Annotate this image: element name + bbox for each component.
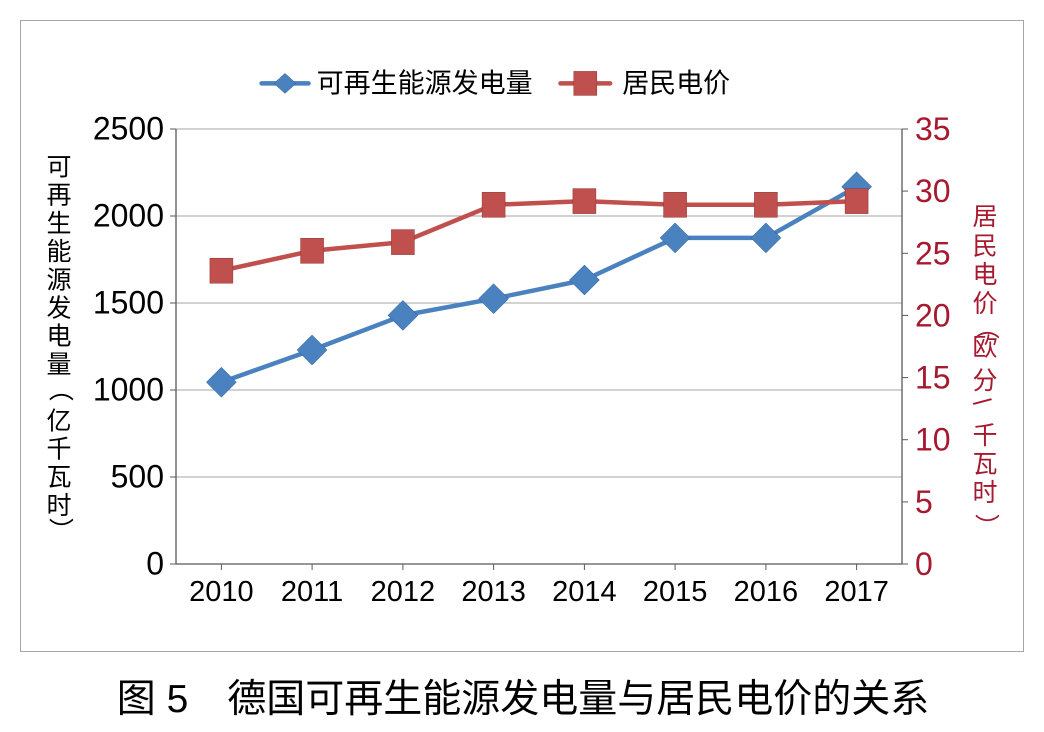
svg-text:25: 25 <box>915 235 951 271</box>
svg-text:电: 电 <box>46 323 71 351</box>
svg-text:2016: 2016 <box>734 576 799 608</box>
svg-text:图 5 德国可再生能源发电量与居民电价的关系: 图 5 德国可再生能源发电量与居民电价的关系 <box>117 678 930 721</box>
svg-text:电: 电 <box>972 261 997 289</box>
svg-text:生: 生 <box>46 210 71 238</box>
svg-text:2012: 2012 <box>371 576 436 608</box>
svg-text:量: 量 <box>46 351 71 379</box>
svg-text:居民电价: 居民电价 <box>622 69 730 99</box>
svg-text:2000: 2000 <box>93 198 164 234</box>
svg-text:2015: 2015 <box>643 576 708 608</box>
svg-text:（: （ <box>46 376 74 401</box>
svg-text:0: 0 <box>146 546 164 582</box>
svg-text:2010: 2010 <box>189 576 254 608</box>
svg-text:欧: 欧 <box>972 333 997 361</box>
svg-text:亿: 亿 <box>46 407 71 435</box>
svg-text:2014: 2014 <box>552 576 617 608</box>
svg-text:分: 分 <box>972 367 997 395</box>
svg-text:2500: 2500 <box>93 111 164 147</box>
svg-text:1000: 1000 <box>93 372 164 408</box>
svg-text:35: 35 <box>915 111 951 147</box>
svg-text:500: 500 <box>111 459 164 495</box>
svg-text:30: 30 <box>915 173 951 209</box>
svg-text:2013: 2013 <box>461 576 526 608</box>
svg-text:能: 能 <box>46 238 71 266</box>
svg-text:20: 20 <box>915 297 951 333</box>
svg-text:）: ） <box>972 513 1000 538</box>
svg-text:民: 民 <box>972 233 997 261</box>
svg-text:1500: 1500 <box>93 285 164 321</box>
svg-text:千: 千 <box>46 436 71 464</box>
svg-text:可再生能源发电量: 可再生能源发电量 <box>317 69 533 99</box>
svg-text:源: 源 <box>46 266 71 294</box>
svg-text:居: 居 <box>972 203 997 231</box>
svg-text:发: 发 <box>46 295 71 323</box>
svg-text:时: 时 <box>972 479 997 507</box>
svg-text:可: 可 <box>46 154 71 182</box>
svg-text:千: 千 <box>972 422 997 450</box>
svg-text:15: 15 <box>915 360 951 396</box>
svg-text:瓦: 瓦 <box>46 464 71 492</box>
svg-text:时: 时 <box>46 492 71 520</box>
svg-text:）: ） <box>46 517 74 542</box>
svg-text:0: 0 <box>915 546 933 582</box>
svg-text:2017: 2017 <box>824 576 889 608</box>
svg-text:再: 再 <box>46 182 71 210</box>
svg-text:2011: 2011 <box>281 576 343 608</box>
svg-text:瓦: 瓦 <box>972 450 997 478</box>
svg-text:10: 10 <box>915 422 951 458</box>
svg-text:5: 5 <box>915 484 933 520</box>
